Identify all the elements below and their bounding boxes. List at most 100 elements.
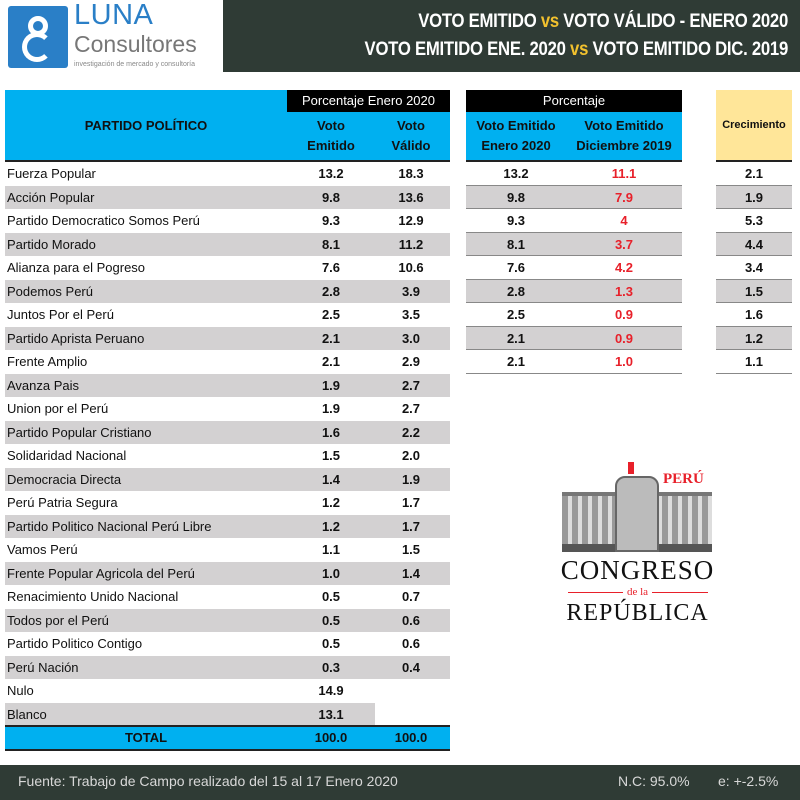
col-emit-jan-header: Voto Emitido Enero 2020: [476, 118, 556, 153]
voto-valido: 2.7: [401, 401, 421, 416]
logo-tagline: investigación de mercado y consultoría: [74, 61, 196, 68]
voto-valido: 0.6: [401, 612, 421, 628]
table-row: Nulo 14.9: [5, 679, 450, 703]
footer: Fuente: Trabajo de Campo realizado del 1…: [0, 765, 800, 800]
voto-emitido-diciembre: 4.2: [614, 260, 634, 275]
voto-emitido: 0.3: [321, 659, 341, 675]
title2-vs: vs: [570, 39, 589, 60]
table-row: Todos por el Perú 0.5 0.6: [5, 608, 450, 632]
logo-mark-icon: [8, 6, 68, 68]
table-row: Solidaridad Nacional 1.5 2.0: [5, 444, 450, 468]
total-emit: 100.0: [314, 730, 348, 745]
voto-valido: 2.9: [401, 354, 421, 369]
total-valid: 100.0: [394, 730, 428, 745]
total-row: TOTAL 100.0 100.0: [5, 727, 450, 749]
party-name: Acción Popular: [7, 189, 95, 205]
table-row: 2.8 1.3: [466, 279, 682, 303]
table-row: Perú Patria Segura 1.2 1.7: [5, 491, 450, 515]
party-name: Podemos Perú: [7, 283, 93, 299]
voto-emitido: 0.5: [321, 612, 341, 628]
party-name: Solidaridad Nacional: [7, 448, 127, 463]
title1-b: VOTO VÁLIDO - ENERO 2020: [558, 11, 788, 32]
footer-confidence: N.C: 95.0%: [618, 773, 690, 789]
voto-emitido-enero: 2.1: [506, 330, 526, 346]
voto-emitido: 8.1: [321, 236, 341, 252]
growth-value: 4.4: [744, 236, 764, 252]
party-name: Union por el Perú: [7, 401, 109, 416]
voto-emitido: 1.0: [321, 565, 341, 581]
voto-emitido-enero: 2.1: [506, 354, 526, 369]
growth-value: 3.4: [744, 260, 764, 275]
party-name: Juntos Por el Perú: [7, 307, 114, 322]
party-name: Perú Patria Segura: [7, 495, 118, 510]
voto-emitido: 13.2: [318, 166, 344, 181]
growth-value: 5.3: [744, 213, 764, 228]
party-name: Partido Politico Nacional Perú Libre: [7, 518, 212, 534]
voto-emitido: 9.8: [321, 189, 341, 205]
title2-a: VOTO EMITIDO ENE. 2020: [364, 39, 571, 60]
flag-icon: [628, 462, 634, 474]
table-row: 2.1 0.9: [466, 326, 682, 350]
voto-valido: 13.6: [398, 189, 424, 205]
table1-group-header: Porcentaje Enero 2020: [287, 90, 450, 112]
table-row: 9.3 4: [466, 209, 682, 233]
voto-emitido-diciembre: 7.9: [614, 189, 634, 205]
voto-valido: 1.4: [401, 565, 421, 581]
voto-valido: 3.5: [401, 307, 421, 322]
voto-emitido-diciembre: 0.9: [614, 307, 634, 322]
table-row: Frente Amplio 2.1 2.9: [5, 350, 450, 374]
voto-emitido-enero: 9.8: [506, 189, 526, 205]
emblem-line1: CONGRESO: [560, 555, 715, 585]
table-row: Podemos Perú 2.8 3.9: [5, 279, 450, 303]
luna-logo: LUNA Consultores investigación de mercad…: [0, 0, 218, 72]
title-line-2: VOTO EMITIDO ENE. 2020 vs VOTO EMITIDO D…: [291, 36, 789, 64]
party-name: Democracia Directa: [7, 471, 122, 487]
table-row: 1.1: [716, 350, 792, 374]
party-name: Vamos Perú: [7, 542, 78, 557]
col-emit-header: Voto Emitido: [307, 118, 355, 153]
table-row: 1.2: [716, 326, 792, 350]
table-row: Acción Popular 9.8 13.6: [5, 185, 450, 209]
voto-emitido: 7.6: [321, 260, 341, 275]
footer-source: Fuente: Trabajo de Campo realizado del 1…: [18, 773, 398, 789]
emblem-country: PERÚ: [663, 471, 704, 487]
voto-emitido: 1.1: [321, 542, 341, 557]
voto-valido: 0.4: [401, 659, 421, 675]
table-row: 1.5: [716, 279, 792, 303]
table-row: 3.4: [716, 256, 792, 280]
voto-emitido: 0.5: [321, 589, 341, 604]
party-name: Partido Aprista Peruano: [7, 330, 145, 346]
title2-b: VOTO EMITIDO DIC. 2019: [588, 39, 788, 60]
growth-header: Crecimiento: [716, 90, 792, 160]
voto-emitido: 1.6: [321, 424, 341, 440]
growth-value: 2.1: [744, 166, 764, 181]
title-line-1: VOTO EMITIDO vs VOTO VÁLIDO - ENERO 2020: [291, 8, 788, 36]
table-row: Perú Nación 0.3 0.4: [5, 655, 450, 679]
table-row: 9.8 7.9: [466, 185, 682, 209]
party-name: Blanco: [7, 706, 47, 722]
party-name: Partido Morado: [7, 236, 96, 252]
voto-emitido-diciembre: 3.7: [614, 236, 634, 252]
voto-emitido: 2.5: [321, 307, 341, 322]
congreso-emblem: PERÚ CONGRESO de la REPÚBLICA: [560, 460, 720, 626]
voto-valido: 11.2: [398, 236, 424, 252]
party-name: Alianza para el Pogreso: [7, 260, 146, 275]
voto-emitido-diciembre: 11.1: [611, 166, 637, 181]
voto-valido: 3.9: [401, 283, 421, 299]
table-row: Avanza Pais 1.9 2.7: [5, 373, 450, 397]
table-row: Partido Politico Contigo 0.5 0.6: [5, 632, 450, 656]
logo-subname: Consultores: [74, 31, 197, 57]
table-row: Partido Popular Cristiano 1.6 2.2: [5, 420, 450, 444]
voto-emitido: 1.9: [321, 401, 341, 416]
title1-a: VOTO EMITIDO: [418, 11, 541, 32]
party-name: Todos por el Perú: [7, 612, 109, 628]
party-name: Frente Amplio: [7, 354, 88, 369]
growth-value: 1.2: [744, 330, 764, 346]
voto-emitido: 1.5: [321, 448, 341, 463]
party-name: Fuerza Popular: [7, 166, 96, 181]
title-bar: VOTO EMITIDO vs VOTO VÁLIDO - ENERO 2020…: [223, 0, 800, 72]
voto-valido: 10.6: [398, 260, 424, 275]
voto-valido: 2.0: [401, 448, 421, 463]
table-row: 1.6: [716, 303, 792, 327]
table-row: Renacimiento Unido Nacional 0.5 0.7: [5, 585, 450, 609]
